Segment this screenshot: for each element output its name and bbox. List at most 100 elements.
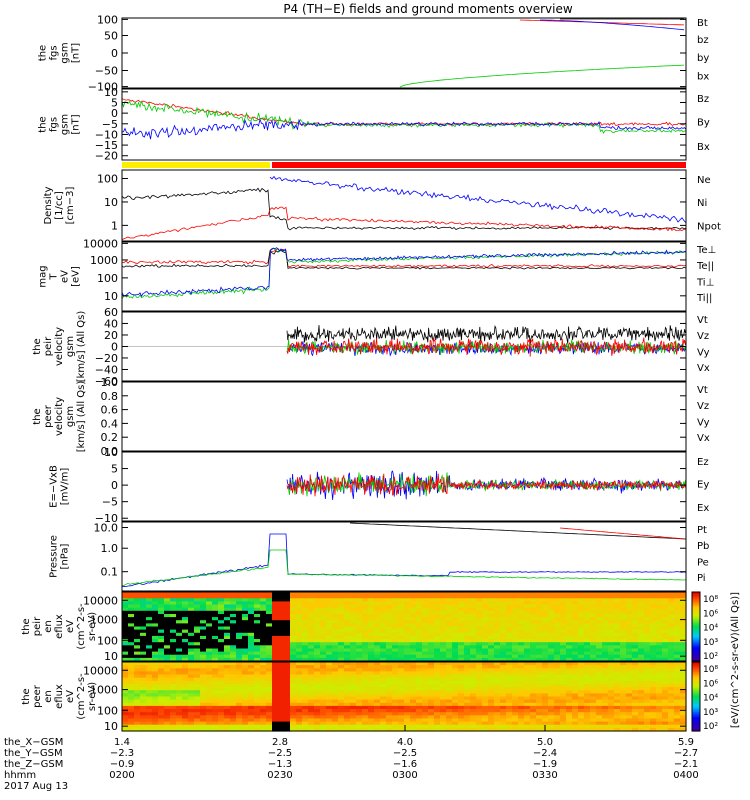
spectrogram-cell: [266, 677, 273, 682]
spectrogram-cell: [602, 629, 609, 634]
spectrogram-cell: [338, 718, 345, 723]
spectrogram-cell: [320, 718, 327, 723]
colorbar-cell: [692, 682, 700, 685]
spectrogram-cell: [596, 607, 603, 612]
spectrogram-cell: [242, 674, 249, 679]
spectrogram-cell: [458, 592, 465, 596]
spectrogram-cell: [170, 592, 177, 596]
spectrogram-cell: [644, 635, 651, 640]
spectrogram-cell: [656, 632, 663, 637]
spectrogram-cell: [452, 598, 459, 602]
spectrogram-cell: [302, 635, 309, 640]
spectrogram-cell: [620, 709, 627, 713]
y-tick-label: 100: [97, 173, 118, 186]
spectrogram-cell: [644, 690, 651, 694]
spectrogram-cell: [164, 680, 171, 685]
spectrogram-cell: [296, 654, 303, 659]
spectrogram-cell: [620, 680, 627, 685]
spectrogram-cell: [566, 690, 573, 694]
spectrogram-cell: [434, 674, 441, 679]
spectrogram-cell: [356, 709, 363, 713]
spectrogram-cell: [428, 680, 435, 685]
spectrogram-cell: [488, 651, 495, 656]
spectrogram-cell: [506, 674, 513, 679]
spectrogram-cell: [140, 668, 147, 672]
spectrogram-cell: [266, 654, 273, 659]
spectrogram-cell: [188, 712, 195, 716]
spectrogram-cell: [128, 614, 135, 618]
spectrogram-cell: [452, 632, 459, 637]
spectrogram-cell: [452, 715, 459, 719]
spectrogram-cell: [560, 699, 567, 704]
spectrogram-cell: [632, 648, 639, 653]
spectrogram-cell: [410, 687, 417, 691]
spectrogram-cell: [620, 668, 627, 672]
spectrogram-cell: [422, 610, 429, 615]
spectrogram-cell: [314, 690, 321, 694]
spectrogram-cell: [392, 693, 399, 698]
series-line-2: [559, 527, 685, 540]
spectrogram-cell: [374, 648, 381, 653]
spectrogram-cell: [452, 648, 459, 653]
spectrogram-cell: [320, 671, 327, 676]
spectrogram-cell: [272, 709, 279, 713]
spectrogram-cell: [458, 610, 465, 615]
spectrogram-cell: [680, 671, 687, 676]
spectrogram-cell: [128, 629, 135, 634]
spectrogram-cell: [380, 617, 387, 621]
spectrogram-cell: [674, 721, 681, 726]
spectrogram-cell: [248, 598, 255, 602]
spectrogram-cell: [290, 632, 297, 637]
spectrogram-cell: [248, 727, 255, 732]
spectrogram-cell: [476, 639, 483, 643]
spectrogram-cell: [524, 662, 531, 666]
spectrogram-cell: [446, 610, 453, 615]
spectrogram-cell: [614, 595, 621, 599]
spectrogram-cell: [404, 620, 411, 624]
spectrogram-cell: [488, 610, 495, 615]
spectrogram-cell: [542, 665, 549, 669]
spectrogram-cell: [332, 715, 339, 719]
spectrogram-cell: [260, 607, 267, 612]
spectrogram-cell: [410, 718, 417, 723]
spectrogram-cell: [662, 718, 669, 723]
spectrogram-cell: [470, 607, 477, 612]
spectrogram-cell: [488, 724, 495, 729]
spectrogram-cell: [260, 604, 267, 609]
spectrogram-cell: [344, 617, 351, 621]
spectrogram-cell: [644, 718, 651, 723]
spectrogram-cell: [254, 699, 261, 704]
spectrogram-cell: [542, 592, 549, 596]
spectrogram-cell: [662, 693, 669, 698]
spectrogram-cell: [320, 715, 327, 719]
spectrogram-cell: [626, 654, 633, 659]
spectrogram-cell: [410, 617, 417, 621]
spectrogram-cell: [410, 632, 417, 637]
colorbar-tick-label: 10⁸: [703, 665, 718, 675]
spectrogram-cell: [530, 721, 537, 726]
spectrogram-cell: [386, 604, 393, 609]
spectrogram-cell: [278, 668, 285, 672]
spectrogram-cell: [476, 674, 483, 679]
spectrogram-cell: [506, 601, 513, 606]
spectrogram-cell: [380, 677, 387, 682]
spectrogram-cell: [386, 620, 393, 624]
spectrogram-cell: [368, 687, 375, 691]
spectrogram-cell: [332, 709, 339, 713]
spectrogram-cell: [134, 684, 141, 688]
spectrogram-cell: [578, 639, 585, 643]
spectrogram-cell: [422, 645, 429, 649]
spectrogram-cell: [440, 629, 447, 634]
spectrogram-cell: [416, 671, 423, 676]
spectrogram-cell: [416, 595, 423, 599]
spectrogram-cell: [548, 601, 555, 606]
spectrogram-cell: [482, 705, 489, 710]
spectrogram-cell: [182, 727, 189, 732]
legend-Vz: Vz: [697, 331, 709, 342]
spectrogram-cell: [614, 702, 621, 707]
spectrogram-cell: [470, 671, 477, 676]
spectrogram-cell: [296, 705, 303, 710]
spectrogram-cell: [560, 607, 567, 612]
spectrogram-cell: [374, 629, 381, 634]
spectrogram-cell: [380, 699, 387, 704]
